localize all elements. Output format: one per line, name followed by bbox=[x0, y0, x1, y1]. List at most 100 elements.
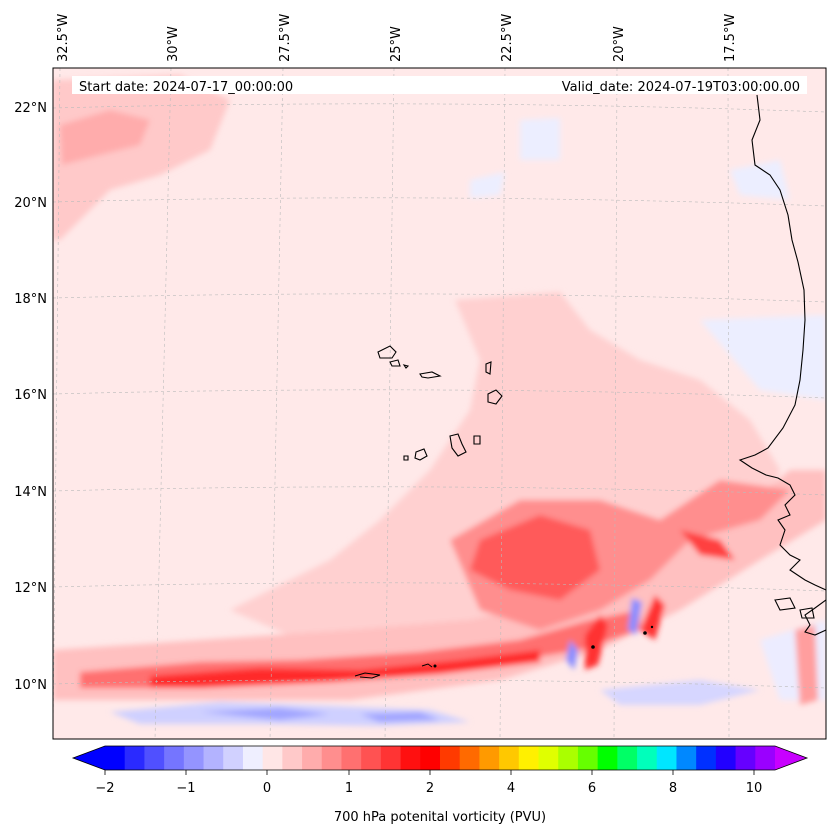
colorbar-segment bbox=[361, 746, 382, 770]
africa-coastline-south bbox=[804, 599, 826, 636]
cape-verde-brava bbox=[403, 455, 409, 461]
colorbar-segment bbox=[420, 746, 441, 770]
colorbar-segment bbox=[282, 746, 303, 770]
colorbar-tick-labels: −2 −1 0 1 2 4 6 8 10 bbox=[95, 781, 762, 796]
lat-label: 18°N bbox=[14, 292, 47, 307]
latitude-labels: 22°N 20°N 18°N 16°N 14°N 12°N 10°N bbox=[14, 101, 47, 693]
colorbar-segment bbox=[183, 746, 205, 770]
colorbar-segment bbox=[538, 746, 559, 770]
cape-verde-santo-antao bbox=[377, 345, 397, 359]
colorbar-tick-label: −1 bbox=[176, 781, 195, 796]
lon-label: 17.5°W bbox=[723, 14, 738, 62]
colorbar-segment bbox=[144, 746, 165, 770]
pv-negative-4 bbox=[566, 598, 642, 670]
pv-contour-marks bbox=[354, 663, 433, 679]
colorbar-segment bbox=[164, 746, 185, 770]
colorbar-segment bbox=[637, 746, 658, 770]
colorbar-segment bbox=[124, 746, 146, 770]
colorbar-extend-low bbox=[73, 746, 105, 770]
pv-negative-3 bbox=[600, 680, 760, 705]
colorbar-tick-label: 0 bbox=[263, 781, 271, 796]
colorbar: −2 −1 0 1 2 4 6 8 10 700 hPa potenital v… bbox=[71, 745, 809, 825]
cape-verde-fogo bbox=[414, 448, 428, 461]
pv-filament-3 bbox=[680, 530, 735, 560]
colorbar-segment bbox=[676, 746, 697, 770]
cape-verde-sao-nicolau bbox=[419, 371, 442, 379]
map-panel: Start date: 2024-07-17_00:00:00 Valid_da… bbox=[53, 68, 826, 739]
lat-label: 10°N bbox=[14, 678, 47, 693]
bijagos-islands bbox=[774, 597, 815, 619]
cape-verde-sal bbox=[485, 361, 492, 375]
lon-label: 32.5°W bbox=[56, 14, 71, 62]
pv-negative-5 bbox=[470, 118, 826, 400]
cape-verde-maio bbox=[473, 435, 481, 445]
lat-label: 12°N bbox=[14, 581, 47, 596]
pv-band-south bbox=[80, 610, 640, 688]
colorbar-extend-high bbox=[775, 746, 807, 770]
info-box bbox=[72, 76, 807, 94]
lat-label: 14°N bbox=[14, 485, 47, 500]
colorbar-segment bbox=[696, 746, 717, 770]
colorbar-tick-label: 6 bbox=[588, 781, 596, 796]
colorbar-tick-label: 10 bbox=[746, 781, 763, 796]
colorbar-segment bbox=[479, 746, 500, 770]
colorbar-segment bbox=[617, 746, 638, 770]
cape-verde-santa-luzia bbox=[402, 364, 410, 369]
pv-area-south-band-outer bbox=[53, 470, 826, 700]
cape-verde-sao-vicente bbox=[389, 359, 401, 367]
colorbar-ticks bbox=[104, 770, 755, 775]
colorbar-segment bbox=[400, 746, 421, 770]
lat-label: 16°N bbox=[14, 388, 47, 403]
colorbar-segment bbox=[203, 746, 224, 770]
pv-negative-2 bbox=[200, 708, 440, 722]
colorbar-segment bbox=[518, 746, 540, 770]
map-frame bbox=[52, 67, 827, 740]
colorbar-segment bbox=[459, 746, 481, 770]
colorbar-tick-label: 8 bbox=[669, 781, 677, 796]
lon-label: 20°W bbox=[612, 26, 627, 62]
colorbar-segment bbox=[223, 746, 244, 770]
pv-filament-2 bbox=[640, 595, 665, 640]
graticule bbox=[53, 68, 826, 739]
cape-verde-santiago bbox=[449, 433, 467, 457]
colorbar-segment bbox=[499, 746, 520, 770]
lon-label: 30°W bbox=[166, 26, 181, 62]
colorbar-segment bbox=[735, 746, 756, 770]
pv-field bbox=[53, 75, 826, 726]
colorbar-segment bbox=[262, 746, 283, 770]
colorbar-segment bbox=[577, 746, 599, 770]
lat-label: 20°N bbox=[14, 196, 47, 211]
colorbar-segment bbox=[341, 746, 362, 770]
valid-date-label: Valid_date: 2024-07-19T03:00:00.00 bbox=[562, 80, 800, 95]
colorbar-tick-label: 1 bbox=[345, 781, 353, 796]
cape-verde-boa-vista bbox=[487, 389, 503, 405]
colorbar-segment bbox=[242, 746, 264, 770]
colorbar-segment bbox=[597, 746, 618, 770]
africa-coastline bbox=[738, 94, 826, 591]
pv-filament-1 bbox=[585, 615, 608, 670]
colorbar-title: 700 hPa potenital vorticity (PVU) bbox=[334, 810, 546, 825]
lon-label: 25°W bbox=[389, 26, 404, 62]
colorbar-segment bbox=[656, 746, 678, 770]
colorbar-segment bbox=[380, 746, 402, 770]
lon-label: 22.5°W bbox=[500, 14, 515, 62]
pv-area-far-east bbox=[795, 625, 818, 705]
pv-area-east-core bbox=[470, 515, 600, 600]
colorbar-segment bbox=[755, 746, 776, 770]
colorbar-segment bbox=[558, 746, 579, 770]
coastlines bbox=[377, 94, 826, 636]
pv-markers bbox=[433, 625, 654, 668]
lon-label: 27.5°W bbox=[278, 14, 293, 62]
colorbar-segment bbox=[321, 746, 343, 770]
colorbar-segments bbox=[105, 746, 776, 770]
colorbar-segment bbox=[440, 746, 461, 770]
lat-label: 22°N bbox=[14, 101, 47, 116]
colorbar-tick-label: −2 bbox=[95, 781, 114, 796]
start-date-label: Start date: 2024-07-17_00:00:00 bbox=[79, 80, 293, 95]
colorbar-segment bbox=[105, 746, 126, 770]
colorbar-segment bbox=[302, 746, 323, 770]
colorbar-tick-label: 4 bbox=[507, 781, 515, 796]
colorbar-segment bbox=[715, 746, 737, 770]
pv-band-south-core bbox=[150, 650, 540, 688]
